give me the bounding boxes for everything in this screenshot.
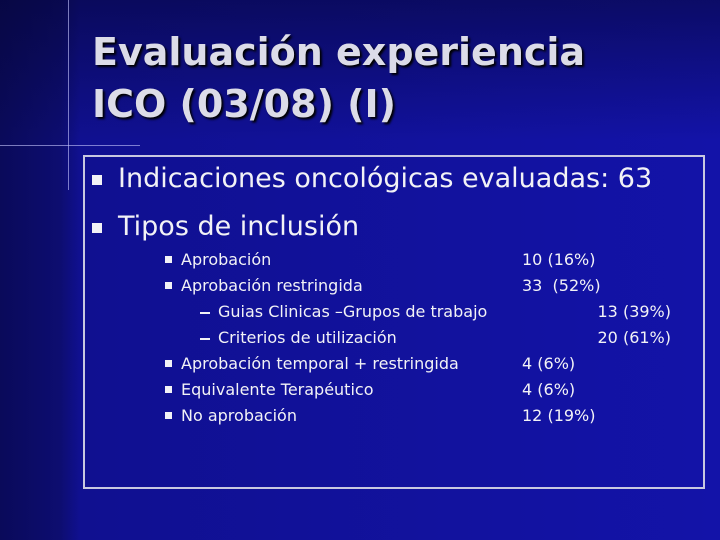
bullet-text: Indicaciones oncológicas evaluadas: 63 <box>118 163 653 194</box>
bullet-text: Tipos de inclusión <box>118 211 360 242</box>
item-marker <box>165 282 172 289</box>
top-band <box>0 0 720 140</box>
item-value: 10 (16%) <box>522 250 596 269</box>
deco-line <box>68 0 69 190</box>
item-label: Aprobación <box>181 250 272 269</box>
item-value: 4 (6%) <box>522 354 576 373</box>
item-label: Aprobación restringida <box>181 276 363 295</box>
sub-item-value: 20 (61%) <box>597 328 672 347</box>
sub-item-label: Criterios de utilización <box>218 328 397 347</box>
sub-item-label: Guias Clinicas –Grupos de trabajo <box>218 302 488 321</box>
content-box <box>83 155 705 489</box>
item-marker <box>165 256 172 263</box>
item-value: 12 (19%) <box>522 406 596 425</box>
sub-item-value: 13 (39%) <box>597 302 672 321</box>
title: Evaluación experiencia <box>92 30 586 74</box>
bullet-marker <box>92 175 102 185</box>
item-marker <box>165 412 172 419</box>
deco-line <box>0 145 140 146</box>
item-marker <box>165 386 172 393</box>
sub-dash <box>200 338 210 340</box>
item-label: Equivalente Terapéutico <box>181 380 374 399</box>
item-marker <box>165 360 172 367</box>
item-value: 4 (6%) <box>522 380 576 399</box>
sub-dash <box>200 312 210 314</box>
item-label: Aprobación temporal + restringida <box>181 354 459 373</box>
title: ICO (03/08) (I) <box>92 82 397 126</box>
item-value: 33 (52%) <box>522 276 601 295</box>
item-label: No aprobación <box>181 406 297 425</box>
bullet-marker <box>92 223 102 233</box>
